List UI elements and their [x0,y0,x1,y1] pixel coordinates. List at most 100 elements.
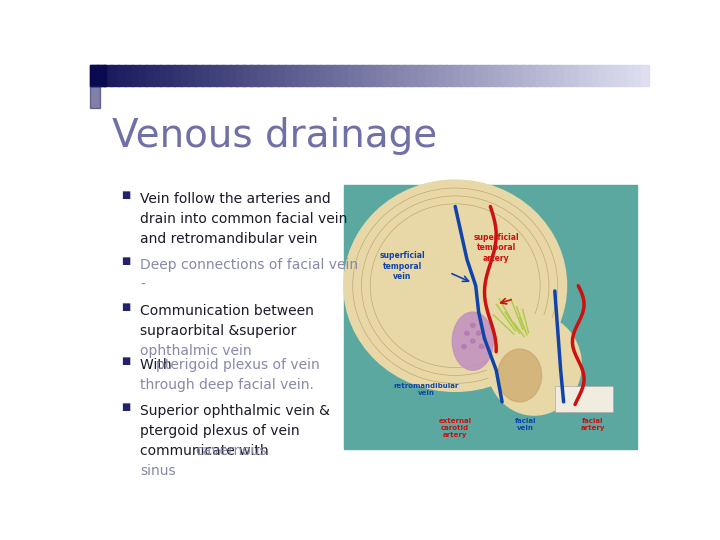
Bar [606,65,614,86]
Bar [459,65,468,86]
Bar [320,65,328,86]
Bar [118,65,126,86]
Bar [279,65,287,86]
Ellipse shape [477,331,481,335]
Text: ■: ■ [121,302,130,312]
Bar [432,65,440,86]
Bar [390,65,398,86]
Bar [160,65,168,86]
Ellipse shape [498,349,541,402]
Bar [285,65,293,86]
Text: Communication between: Communication between [140,304,314,318]
Text: Deep connections of facial vein: Deep connections of facial vein [140,258,359,272]
Bar [104,65,112,86]
Text: Venous drainage: Venous drainage [112,117,438,155]
Bar [362,65,370,86]
Bar [593,65,600,86]
Bar [502,65,510,86]
Text: superficial
temporal
vein: superficial temporal vein [379,252,426,281]
Bar [495,65,503,86]
Bar [536,65,544,86]
Bar [251,65,258,86]
Text: -: - [140,278,145,292]
Bar [508,65,516,86]
Bar [90,65,106,86]
Text: sinus: sinus [140,463,176,477]
Bar [578,65,586,86]
Bar [627,65,635,86]
Bar [194,65,203,86]
Bar [181,65,189,86]
Bar [230,65,238,86]
Bar [544,65,552,86]
Bar [90,86,100,109]
Bar [334,65,342,86]
Ellipse shape [487,315,581,415]
Bar [571,65,580,86]
Bar [243,65,251,86]
Bar [174,65,181,86]
Bar [313,65,321,86]
Bar [641,65,649,86]
Ellipse shape [462,345,466,348]
Bar [348,65,356,86]
Bar [613,65,621,86]
Bar [271,65,279,86]
Bar [145,65,154,86]
Text: through deep facial vein.: through deep facial vein. [140,378,314,392]
Text: supraorbital &superior: supraorbital &superior [140,324,297,338]
Bar [599,65,607,86]
Bar [516,65,523,86]
Bar [369,65,377,86]
Bar [557,65,565,86]
Bar [292,65,300,86]
Bar [564,65,572,86]
Bar [258,65,266,86]
Bar [467,65,474,86]
Bar [550,65,559,86]
Text: retromandibular
vein: retromandibular vein [393,383,459,396]
Bar [167,65,175,86]
Bar [474,65,482,86]
Text: external
carotid
artery: external carotid artery [438,418,472,438]
Ellipse shape [480,345,484,348]
Text: facial
artery: facial artery [580,418,605,431]
Bar [215,65,224,86]
Bar [306,65,315,86]
Text: Vein follow the arteries and: Vein follow the arteries and [140,192,331,206]
Bar [523,65,531,86]
Bar [222,65,230,86]
Bar [344,185,636,449]
Bar [341,65,349,86]
Text: communicate with: communicate with [140,443,273,457]
Bar [327,65,336,86]
Text: ■: ■ [121,402,130,411]
Ellipse shape [452,312,493,370]
Bar [404,65,412,86]
Bar [453,65,461,86]
Text: ophthalmic vein: ophthalmic vein [140,344,252,358]
Bar [487,65,495,86]
Bar [111,65,119,86]
Bar [634,65,642,86]
Bar [397,65,405,86]
Ellipse shape [471,339,475,343]
Bar [376,65,384,86]
Bar [481,65,489,86]
Text: With: With [140,358,176,372]
Bar [425,65,433,86]
Bar [446,65,454,86]
Bar [139,65,147,86]
Text: pterigoid plexus of vein: pterigoid plexus of vein [156,358,320,372]
Bar [90,65,98,86]
Ellipse shape [471,323,475,327]
Text: superficial
temporal
artery: superficial temporal artery [474,233,519,262]
Ellipse shape [464,331,469,335]
Bar [188,65,196,86]
Bar [438,65,447,86]
Bar [125,65,133,86]
Bar [202,65,210,86]
Bar [355,65,363,86]
Bar [555,386,613,413]
Bar [585,65,593,86]
